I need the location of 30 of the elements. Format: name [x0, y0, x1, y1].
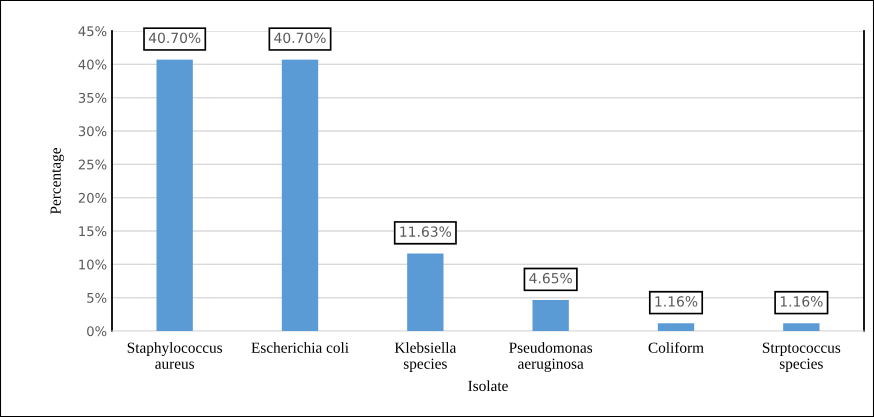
y-tick-label: 20%	[78, 192, 106, 203]
y-tick-label: 0%	[87, 326, 106, 336]
bar	[532, 300, 569, 331]
bar	[156, 60, 193, 331]
y-tick-label: 35%	[78, 92, 106, 103]
y-tick-label: 5%	[87, 292, 106, 303]
data-label: 1.16%	[780, 296, 823, 307]
y-tick-label: 30%	[78, 126, 106, 136]
y-tick-label: 45%	[78, 26, 106, 36]
bar	[407, 253, 444, 331]
y-axis-title: Percentage	[50, 148, 64, 214]
data-label: 4.65%	[529, 272, 572, 284]
y-tick-label: 25%	[78, 160, 106, 170]
data-label: 11.63%	[400, 226, 452, 237]
data-label: 1.16%	[655, 296, 698, 307]
x-tick-label: Staphylococcus aureus	[128, 342, 222, 369]
x-axis-title: Isolate	[468, 380, 508, 392]
y-tick-label: 40%	[78, 60, 106, 70]
bar	[282, 60, 318, 331]
data-label: 40.70%	[274, 32, 326, 44]
x-tick-label: Strptococcus species	[762, 342, 840, 372]
bar	[783, 323, 820, 331]
bar	[658, 323, 694, 331]
y-tick-label: 15%	[79, 226, 106, 236]
y-tick-label: 10%	[79, 260, 106, 270]
data-label: 40.70%	[148, 32, 200, 44]
x-tick-label: Pseudomonas aeruginosa	[509, 342, 592, 372]
x-tick-label: Coliform	[648, 342, 704, 353]
x-tick-label: Klebsiella species	[394, 342, 456, 372]
x-tick-label: Escherichia coli	[251, 342, 349, 353]
